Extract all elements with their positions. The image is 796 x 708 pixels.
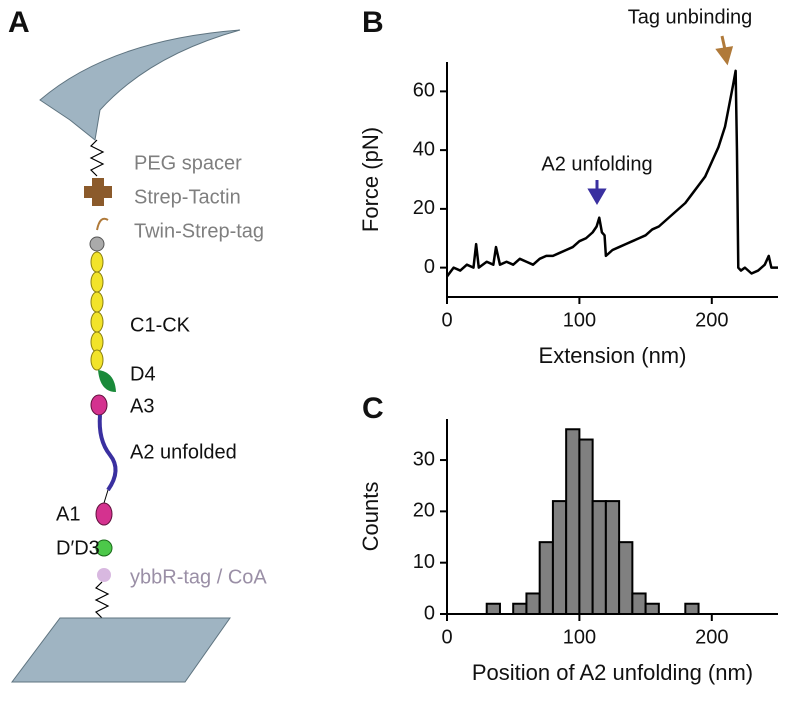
c-domains	[90, 251, 104, 371]
x-axis-label: Position of A2 unfolding (nm)	[472, 660, 753, 685]
bar	[538, 541, 554, 615]
y-tick-label: 10	[413, 551, 435, 573]
label: D4	[130, 363, 156, 385]
bar	[578, 438, 594, 615]
y-tick-label: 30	[413, 448, 435, 470]
dd3	[95, 539, 113, 557]
label: PEG spacer	[134, 152, 242, 174]
strep-tag	[96, 217, 109, 231]
bar	[631, 592, 647, 616]
y-tick-label: 40	[413, 138, 435, 160]
tag-bead	[89, 236, 105, 252]
surface	[11, 617, 231, 683]
label: Strep-Tactin	[134, 186, 241, 208]
bar	[565, 428, 581, 615]
label: A3	[130, 395, 154, 417]
annotation: Tag unbinding	[628, 6, 753, 28]
a2-unfolded	[97, 414, 118, 492]
bar	[525, 592, 541, 616]
x-axis-label: Extension (nm)	[539, 343, 687, 368]
annotation: A2 unfolding	[541, 153, 652, 175]
label: A2 unfolded	[130, 441, 237, 463]
y-tick-label: 0	[424, 602, 435, 624]
x-tick-label: 0	[441, 309, 452, 331]
y-axis-label: Counts	[358, 482, 383, 552]
arrow	[715, 35, 734, 66]
a1	[95, 502, 113, 526]
x-tick-label: 100	[563, 626, 596, 648]
bar	[618, 541, 634, 615]
bar	[485, 602, 501, 615]
linker	[103, 489, 109, 504]
force-trace	[446, 69, 778, 278]
peg-spacer	[89, 139, 105, 177]
label: A1	[56, 503, 80, 525]
panel-label: A	[8, 6, 30, 39]
bar	[644, 602, 660, 615]
y-tick-label: 20	[413, 197, 435, 219]
strep-tactin	[84, 178, 112, 206]
panel-label: B	[362, 6, 384, 39]
panel-label: C	[362, 392, 384, 425]
d4	[98, 370, 116, 392]
bar	[591, 500, 607, 615]
y-tick-label: 60	[413, 80, 435, 102]
label: D′D3	[56, 537, 100, 559]
label: Twin-Strep-tag	[134, 220, 264, 242]
y-tick-label: 20	[413, 500, 435, 522]
x-tick-label: 100	[563, 309, 596, 331]
x-tick-label: 0	[441, 626, 452, 648]
ybbr	[97, 568, 111, 582]
bar	[551, 500, 568, 615]
bar	[604, 500, 621, 615]
arrow	[587, 180, 607, 205]
x-tick-label: 200	[695, 309, 728, 331]
cantilever	[39, 29, 241, 141]
a3	[90, 394, 108, 416]
y-tick-label: 0	[424, 256, 435, 278]
label: ybbR-tag / CoA	[130, 566, 267, 588]
bar	[684, 602, 700, 615]
bar	[512, 602, 528, 615]
label: C1-CK	[130, 314, 191, 336]
linker	[94, 581, 110, 619]
diagram: PEG spacer Strep-Tactin Twin-Strep-tag C…	[11, 29, 267, 683]
y-axis-label: Force (pN)	[358, 127, 383, 232]
x-tick-label: 200	[695, 626, 728, 648]
